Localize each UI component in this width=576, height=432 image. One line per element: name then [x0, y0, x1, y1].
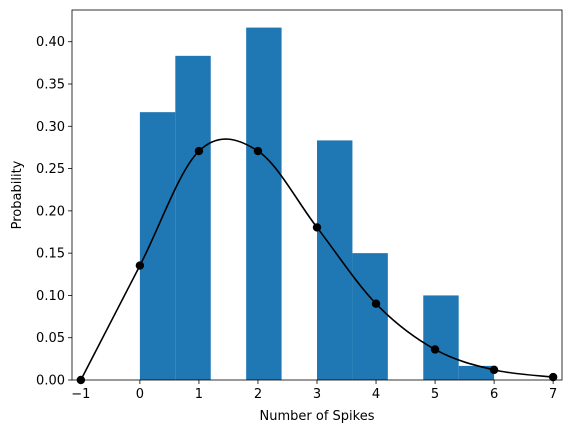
x-tick-label-7: 6 — [490, 387, 498, 402]
histogram-bar-0 — [139, 112, 176, 380]
y-tick-label-3: 0.15 — [36, 247, 65, 262]
y-tick-label-2: 0.10 — [36, 289, 65, 304]
data-point-3 — [253, 146, 263, 156]
y-axis-ticks: 0.00 0.05 0.10 0.15 0.20 0.25 0.30 0.35 0.40 — [36, 35, 72, 389]
y-tick-label-6: 0.30 — [36, 120, 65, 135]
fit-curve-layer — [80, 138, 554, 381]
x-tick-label-3: 2 — [254, 387, 262, 402]
data-point-8 — [548, 372, 558, 382]
data-point-4 — [312, 223, 322, 232]
histogram-bars — [139, 27, 495, 381]
histogram-bar-3 — [246, 27, 282, 381]
x-tick-label-8: 7 — [549, 387, 557, 402]
x-tick-label-0: −1 — [71, 387, 90, 402]
x-tick-label-1: 0 — [136, 387, 144, 402]
histogram-bar-1 — [175, 55, 211, 381]
histogram-bar-8 — [423, 295, 459, 380]
histogram-bar-9 — [458, 365, 495, 380]
y-axis-title: Probability — [10, 160, 25, 229]
y-tick-label-8: 0.40 — [36, 35, 65, 50]
data-point-5 — [371, 299, 381, 308]
data-point-6 — [430, 345, 440, 354]
fit-curve — [80, 138, 554, 381]
y-tick-label-4: 0.20 — [36, 204, 65, 219]
histogram-bar-6 — [352, 253, 388, 380]
data-point-2 — [194, 146, 204, 156]
x-tick-label-5: 4 — [372, 387, 380, 402]
y-tick-label-7: 0.35 — [36, 78, 65, 93]
y-tick-label-1: 0.05 — [36, 331, 65, 346]
data-points-layer — [76, 146, 558, 385]
x-axis-title: Number of Spikes — [260, 409, 375, 424]
x-tick-label-4: 3 — [313, 387, 321, 402]
data-point-7 — [489, 365, 499, 375]
data-point-1 — [135, 261, 145, 270]
y-tick-label-5: 0.25 — [36, 162, 65, 177]
x-axis-ticks: −1 0 1 2 3 4 5 6 7 — [71, 380, 557, 402]
x-tick-label-2: 1 — [195, 387, 203, 402]
histogram-bar-5 — [317, 140, 353, 380]
x-tick-label-6: 5 — [431, 387, 439, 402]
y-tick-label-0: 0.00 — [36, 374, 65, 389]
